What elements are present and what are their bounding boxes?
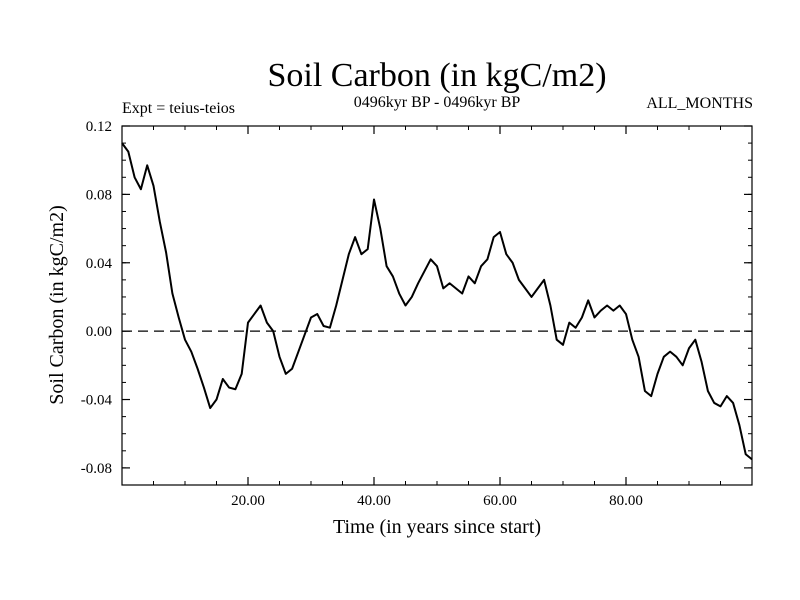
months-label: ALL_MONTHS [646,95,753,112]
x-tick-label: 40.00 [357,493,391,509]
y-tick-label: 0.08 [86,187,112,203]
x-tick-label: 60.00 [483,493,517,509]
plot-frame [121,125,753,486]
chart-subtitle: 0496kyr BP - 0496kyr BP [354,94,521,111]
x-axis-label: Time (in years since start) [333,516,541,538]
y-tick-label: 0.12 [86,119,112,135]
y-tick-label: -0.08 [81,461,112,477]
y-tick-label: 0.04 [86,256,113,272]
y-tick-label: 0.00 [86,324,112,340]
y-tick-label: -0.04 [81,393,113,409]
y-axis-label: Soil Carbon (in kgC/m2) [46,205,68,404]
chart-title: Soil Carbon (in kgC/m2) [267,57,606,94]
x-tick-label: 20.00 [231,493,265,509]
x-tick-label: 80.00 [609,493,643,509]
x-axis: 20.00 40.00 60.00 80.00 [121,126,753,509]
y-axis: -0.08 -0.04 0.00 0.04 0.08 0.12 [81,119,752,486]
experiment-label: Expt = teius-teios [122,100,235,117]
soil-carbon-series-line [121,142,753,461]
